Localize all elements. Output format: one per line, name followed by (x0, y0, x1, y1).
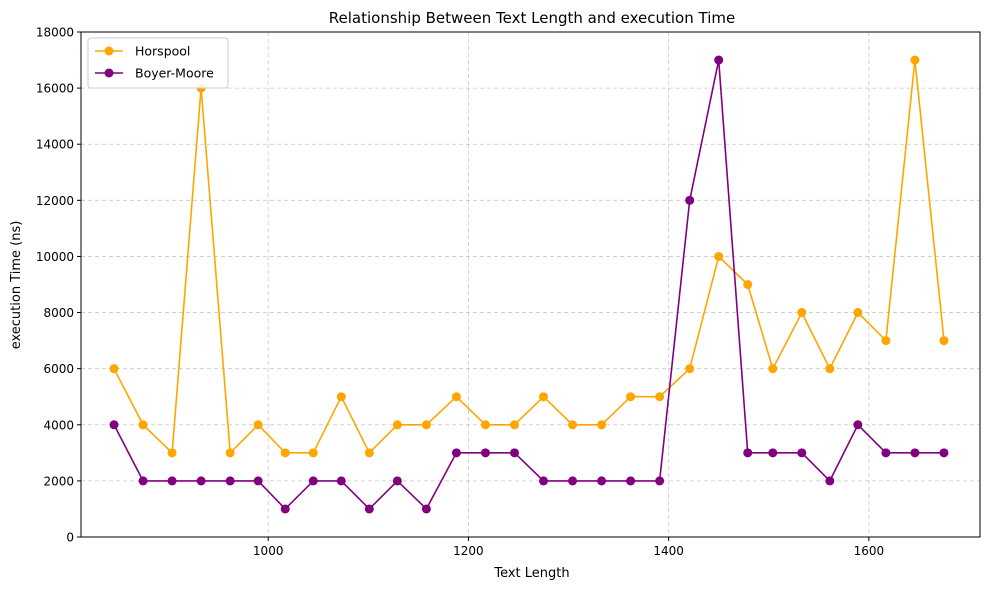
data-point-boyer-moore (451, 448, 461, 458)
data-point-horspool (308, 448, 318, 458)
data-point-horspool (451, 392, 461, 402)
data-point-horspool (364, 448, 374, 458)
data-point-horspool (797, 308, 807, 318)
data-point-horspool (280, 448, 290, 458)
data-point-horspool (597, 420, 607, 430)
chart-title: Relationship Between Text Length and exe… (329, 9, 735, 27)
data-point-boyer-moore (597, 476, 607, 486)
data-point-boyer-moore (225, 476, 235, 486)
data-point-boyer-moore (881, 448, 891, 458)
y-axis-title: execution Time (ns) (9, 221, 24, 350)
data-point-boyer-moore (825, 476, 835, 486)
x-tick-label: 1200 (453, 544, 484, 558)
data-point-boyer-moore (714, 55, 724, 65)
data-point-boyer-moore (853, 420, 863, 430)
legend-marker-horspool (104, 46, 114, 56)
data-point-horspool (167, 448, 177, 458)
data-point-boyer-moore (336, 476, 346, 486)
y-tick-label: 8000 (43, 306, 74, 320)
x-tick-label: 1000 (253, 544, 284, 558)
data-point-boyer-moore (626, 476, 636, 486)
data-point-horspool (109, 364, 119, 374)
data-point-boyer-moore (797, 448, 807, 458)
data-point-horspool (253, 420, 263, 430)
y-tick-label: 0 (66, 531, 74, 545)
legend: Horspool Boyer-Moore (87, 37, 229, 89)
legend-label-boyer-moore: Boyer-Moore (135, 66, 214, 81)
data-point-horspool (336, 392, 346, 402)
y-tick-label: 18000 (36, 26, 74, 40)
data-point-boyer-moore (568, 476, 578, 486)
data-point-boyer-moore (910, 448, 920, 458)
data-point-boyer-moore (109, 420, 119, 430)
series-line-horspool (113, 59, 945, 454)
y-tick-label: 16000 (36, 82, 74, 96)
data-point-horspool (509, 420, 519, 430)
data-point-boyer-moore (480, 448, 490, 458)
y-tick-label: 2000 (43, 474, 74, 488)
x-tick-label: 1400 (653, 544, 684, 558)
data-point-horspool (626, 392, 636, 402)
data-point-horspool (743, 280, 753, 289)
series-line-boyer-moore (113, 59, 944, 510)
data-point-horspool (421, 420, 431, 430)
data-point-boyer-moore (364, 504, 374, 514)
legend-marker-boyer-moore (104, 68, 114, 78)
x-axis-title: Text Length (493, 566, 569, 581)
data-point-horspool (225, 448, 235, 458)
data-point-boyer-moore (196, 476, 206, 486)
y-tick-label: 14000 (36, 138, 74, 152)
data-point-boyer-moore (743, 448, 753, 458)
data-point-horspool (138, 420, 148, 430)
y-tick-label: 4000 (43, 418, 74, 432)
data-point-horspool (939, 336, 949, 346)
data-point-horspool (685, 364, 695, 374)
series-layer (109, 55, 949, 514)
data-point-boyer-moore (253, 476, 263, 486)
data-point-horspool (768, 364, 778, 374)
data-point-boyer-moore (138, 476, 148, 486)
data-point-horspool (714, 251, 724, 261)
data-point-boyer-moore (308, 476, 318, 486)
data-point-horspool (825, 364, 835, 374)
y-tick-label: 12000 (36, 194, 74, 208)
data-point-boyer-moore (280, 504, 290, 514)
data-point-boyer-moore (167, 476, 177, 486)
data-point-horspool (480, 420, 490, 430)
data-point-boyer-moore (539, 476, 549, 486)
data-point-boyer-moore (509, 448, 519, 458)
x-tick-label: 1600 (854, 544, 885, 558)
data-point-boyer-moore (392, 476, 402, 486)
data-point-horspool (568, 420, 578, 430)
data-point-horspool (853, 308, 863, 318)
data-point-horspool (392, 420, 402, 430)
data-point-boyer-moore (768, 448, 778, 458)
data-point-horspool (881, 336, 891, 346)
data-point-boyer-moore (939, 448, 949, 458)
y-tick-label: 6000 (43, 362, 74, 376)
data-point-horspool (655, 392, 665, 402)
data-point-horspool (910, 55, 920, 65)
data-point-boyer-moore (421, 504, 431, 514)
data-point-boyer-moore (685, 195, 695, 205)
plot-frame (80, 31, 981, 538)
data-point-boyer-moore (655, 476, 665, 486)
data-point-horspool (539, 392, 549, 402)
legend-label-horspool: Horspool (135, 44, 190, 59)
y-tick-label: 10000 (36, 250, 74, 264)
axis-ticks: 1000 1200 1400 1600020004000600080001000012… (36, 26, 884, 559)
